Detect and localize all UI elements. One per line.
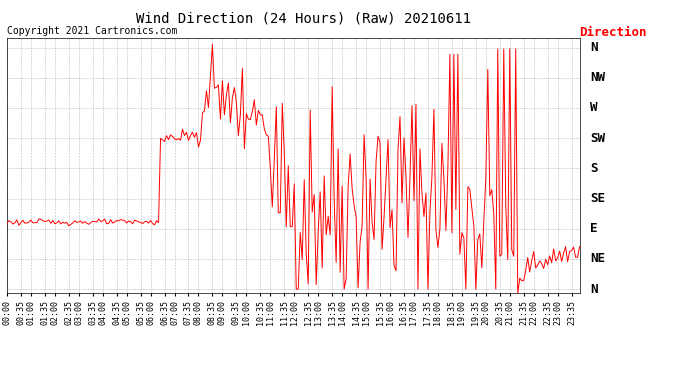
Text: N: N — [590, 283, 598, 296]
Text: W: W — [590, 102, 598, 114]
Text: N: N — [590, 41, 598, 54]
Text: S: S — [590, 162, 598, 175]
Text: Copyright 2021 Cartronics.com: Copyright 2021 Cartronics.com — [7, 26, 177, 36]
Text: NE: NE — [590, 252, 605, 266]
Text: Direction: Direction — [580, 26, 647, 39]
Text: NW: NW — [590, 71, 605, 84]
Text: E: E — [590, 222, 598, 235]
Text: Wind Direction (24 Hours) (Raw) 20210611: Wind Direction (24 Hours) (Raw) 20210611 — [136, 11, 471, 25]
Text: SE: SE — [590, 192, 605, 205]
Text: SW: SW — [590, 132, 605, 145]
